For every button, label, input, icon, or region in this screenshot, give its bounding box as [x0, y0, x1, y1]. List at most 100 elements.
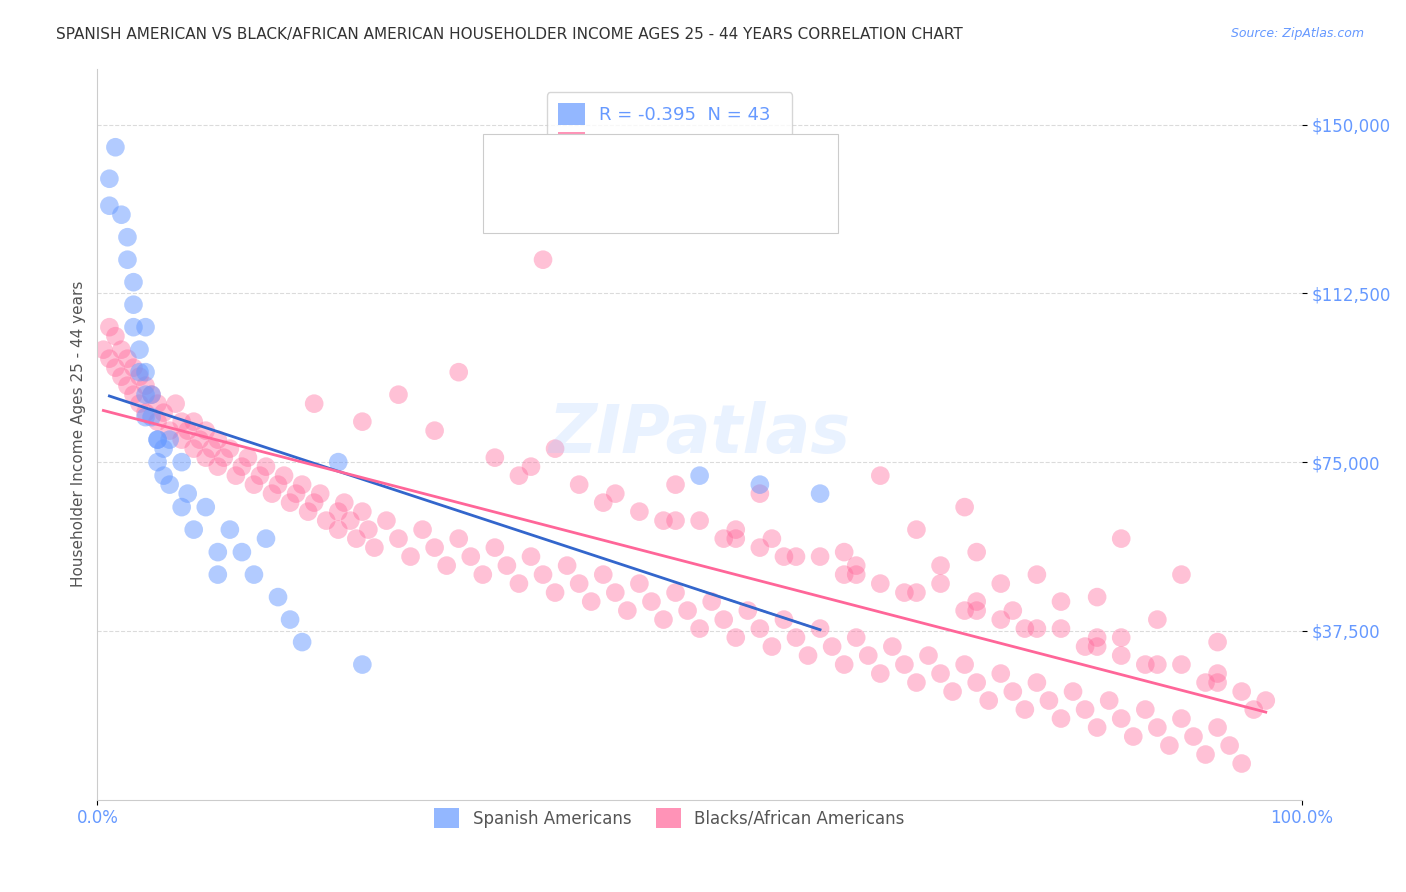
Point	[436, 558, 458, 573]
Point	[1194, 747, 1216, 762]
Point	[508, 468, 530, 483]
Point	[328, 505, 350, 519]
Point	[1109, 648, 1132, 663]
Point	[231, 459, 253, 474]
Point	[737, 604, 759, 618]
Point	[302, 397, 325, 411]
Point	[929, 666, 952, 681]
Point	[905, 523, 928, 537]
Point	[652, 613, 675, 627]
Point	[893, 585, 915, 599]
Point	[328, 523, 350, 537]
Point	[664, 477, 686, 491]
Point	[1025, 567, 1047, 582]
Point	[201, 442, 224, 456]
Point	[212, 450, 235, 465]
Point	[869, 468, 891, 483]
Point	[773, 549, 796, 564]
Point	[1014, 702, 1036, 716]
Point	[128, 343, 150, 357]
Point	[302, 495, 325, 509]
Point	[689, 514, 711, 528]
Point	[135, 378, 157, 392]
Point	[135, 365, 157, 379]
Point	[713, 613, 735, 627]
Point	[357, 523, 380, 537]
Point	[652, 514, 675, 528]
Point	[122, 320, 145, 334]
Point	[267, 477, 290, 491]
Point	[1109, 532, 1132, 546]
Point	[1135, 657, 1157, 672]
Y-axis label: Householder Income Ages 25 - 44 years: Householder Income Ages 25 - 44 years	[72, 281, 86, 587]
Legend: Spanish Americans, Blacks/African Americans: Spanish Americans, Blacks/African Americ…	[427, 801, 911, 835]
Point	[496, 558, 519, 573]
Point	[122, 360, 145, 375]
Point	[260, 486, 283, 500]
Point	[291, 477, 314, 491]
Point	[141, 387, 163, 401]
Point	[110, 208, 132, 222]
Point	[243, 567, 266, 582]
Point	[1146, 721, 1168, 735]
Point	[460, 549, 482, 564]
Point	[412, 523, 434, 537]
Point	[152, 406, 174, 420]
Point	[1085, 631, 1108, 645]
Point	[568, 477, 591, 491]
Point	[1062, 684, 1084, 698]
Point	[531, 252, 554, 267]
Point	[117, 378, 139, 392]
Point	[1146, 657, 1168, 672]
Point	[664, 514, 686, 528]
Point	[183, 523, 205, 537]
Point	[1206, 666, 1229, 681]
Point	[990, 666, 1012, 681]
Point	[110, 343, 132, 357]
Point	[1109, 631, 1132, 645]
Point	[387, 532, 409, 546]
Point	[128, 369, 150, 384]
Point	[159, 424, 181, 438]
Point	[104, 140, 127, 154]
Point	[713, 532, 735, 546]
Point	[869, 576, 891, 591]
Point	[808, 622, 831, 636]
Point	[165, 397, 187, 411]
Point	[1206, 721, 1229, 735]
Point	[1025, 675, 1047, 690]
Point	[953, 657, 976, 672]
Point	[676, 604, 699, 618]
Point	[966, 594, 988, 608]
Point	[315, 514, 337, 528]
Point	[309, 486, 332, 500]
Point	[104, 329, 127, 343]
Point	[555, 558, 578, 573]
Point	[135, 410, 157, 425]
Point	[1074, 640, 1097, 654]
Point	[592, 495, 614, 509]
Point	[218, 523, 240, 537]
Point	[1085, 721, 1108, 735]
Text: SPANISH AMERICAN VS BLACK/AFRICAN AMERICAN HOUSEHOLDER INCOME AGES 25 - 44 YEARS: SPANISH AMERICAN VS BLACK/AFRICAN AMERIC…	[56, 27, 963, 42]
Point	[953, 500, 976, 515]
Point	[297, 505, 319, 519]
Point	[194, 450, 217, 465]
Point	[146, 455, 169, 469]
Point	[333, 495, 356, 509]
Point	[845, 567, 868, 582]
Point	[170, 500, 193, 515]
Point	[1194, 675, 1216, 690]
Point	[1219, 739, 1241, 753]
Point	[399, 549, 422, 564]
Point	[508, 576, 530, 591]
Point	[882, 640, 904, 654]
Point	[531, 567, 554, 582]
Point	[278, 495, 301, 509]
Point	[273, 468, 295, 483]
Point	[152, 442, 174, 456]
Point	[375, 514, 398, 528]
Point	[520, 549, 543, 564]
Point	[484, 450, 506, 465]
Point	[592, 567, 614, 582]
